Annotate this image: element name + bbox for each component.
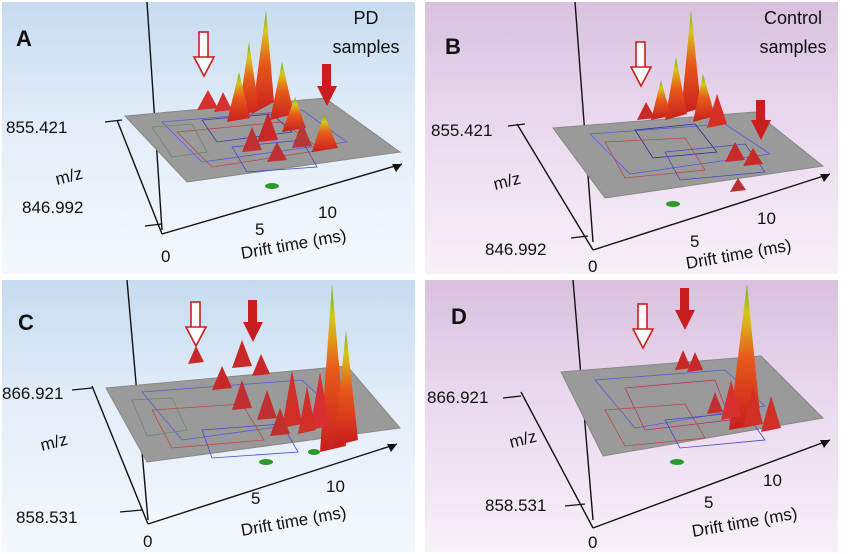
- panel-a-plot: A PD samples: [6, 2, 403, 266]
- contour-grid: [589, 123, 772, 181]
- x-tick-10: 10: [318, 203, 337, 222]
- x-tick-5: 5: [251, 489, 260, 508]
- open-arrow: [629, 41, 653, 88]
- filled-arrow: [317, 64, 337, 106]
- x-tick-10: 10: [757, 209, 776, 228]
- z-axis-line: [574, 2, 594, 243]
- mz-axis-label: m/z: [38, 430, 69, 455]
- panel-d: D: [425, 280, 838, 552]
- x-tick-10: 10: [763, 471, 782, 490]
- panel-a-caption-line1: PD: [353, 8, 378, 28]
- x-tick-0: 0: [588, 533, 597, 552]
- mz-axis-line: [91, 385, 149, 525]
- panel-b: B Control samples: [425, 2, 838, 274]
- mz-axis-line: [520, 391, 594, 529]
- panel-c: C: [2, 280, 415, 552]
- panel-d-label: D: [451, 304, 467, 329]
- y-tick-bottom: 846.992: [485, 240, 546, 259]
- panel-b-label: B: [445, 34, 461, 59]
- mz-axis-line: [116, 119, 163, 235]
- drift-axis-line: [161, 163, 403, 235]
- x-tick-5: 5: [255, 220, 264, 239]
- y-tick-top: 866.921: [2, 384, 63, 403]
- mz-axis-label: m/z: [507, 427, 538, 452]
- panel-b-caption-line2: samples: [759, 37, 826, 57]
- contour-grid: [594, 369, 766, 449]
- x-tick-0: 0: [161, 247, 170, 266]
- y-tick-bottom: 858.531: [16, 508, 77, 527]
- y-tick-top: 855.421: [6, 118, 67, 137]
- panel-a: A PD samples: [2, 2, 415, 274]
- mz-axis-label: m/z: [491, 169, 522, 194]
- filled-arrow: [675, 288, 695, 330]
- panel-a-label: A: [16, 26, 32, 51]
- drift-axis-label: Drift time (ms): [684, 236, 792, 273]
- open-arrow: [184, 301, 208, 348]
- surface-plane: [105, 365, 401, 463]
- x-tick-5: 5: [690, 232, 699, 251]
- panel-d-plot: D: [427, 280, 831, 552]
- y-tick-top: 866.921: [427, 388, 488, 407]
- x-tick-0: 0: [143, 532, 152, 551]
- open-arrow: [192, 31, 216, 78]
- mz-axis-line: [516, 123, 594, 251]
- y-tick-bottom: 846.992: [22, 198, 83, 217]
- panel-b-plot: B Control samples: [431, 2, 831, 274]
- open-arrow: [631, 303, 655, 350]
- mz-axis-label: m/z: [53, 164, 84, 189]
- panel-b-caption-line1: Control: [764, 8, 822, 28]
- x-tick-0: 0: [588, 257, 597, 274]
- peak-group: [637, 10, 763, 207]
- y-tick-top: 855.421: [431, 121, 492, 140]
- panel-c-label: C: [18, 310, 34, 335]
- x-tick-10: 10: [326, 477, 345, 496]
- panel-a-caption-line2: samples: [332, 37, 399, 57]
- drift-axis-line: [147, 443, 398, 525]
- drift-axis-label: Drift time (ms): [239, 503, 347, 540]
- y-tick-bottom: 858.531: [485, 496, 546, 515]
- peak-group: [670, 284, 781, 465]
- drift-axis-line: [592, 439, 831, 529]
- filled-arrow: [751, 100, 771, 140]
- drift-axis-line: [592, 173, 831, 251]
- filled-arrow: [243, 300, 263, 342]
- x-tick-5: 5: [704, 493, 713, 512]
- peak-group: [197, 10, 338, 189]
- peak-group: [188, 284, 358, 465]
- panel-c-plot: C: [2, 280, 401, 551]
